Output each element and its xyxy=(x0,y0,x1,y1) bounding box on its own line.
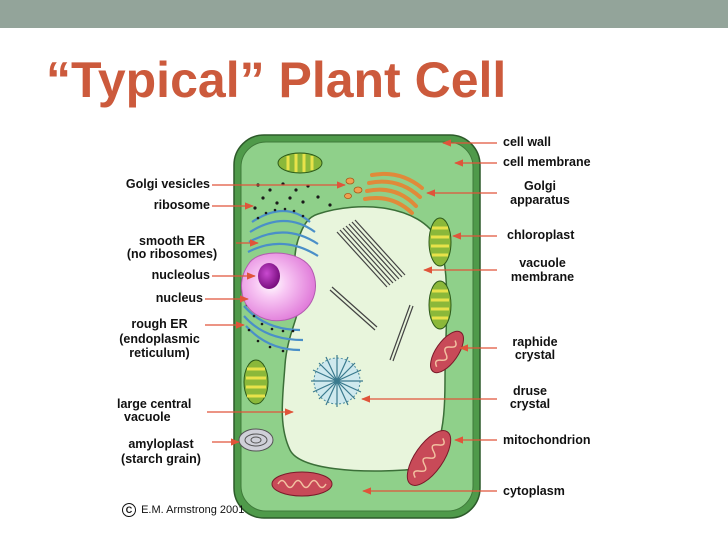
label-large-central-vacuole-2: vacuole xyxy=(124,410,171,424)
label-rough-er: rough ER xyxy=(131,317,188,331)
label-rough-er-note-1: (endoplasmic xyxy=(119,332,200,346)
label-vacuole-membrane-2: membrane xyxy=(510,270,575,284)
chloroplast xyxy=(428,280,452,330)
chloroplasts xyxy=(243,152,452,405)
mitochondrion xyxy=(406,430,452,486)
chloroplast xyxy=(428,217,452,267)
nucleus xyxy=(241,252,317,322)
rough-er-ribosomes xyxy=(245,207,305,353)
label-golgi-apparatus-2: apparatus xyxy=(510,193,570,207)
label-raphide-crystal: raphide xyxy=(512,335,558,349)
label-vacuole-membrane: vacuole xyxy=(519,256,566,270)
chloroplast xyxy=(243,359,269,405)
label-nucleus: nucleus xyxy=(155,291,203,305)
label-cell-membrane: cell membrane xyxy=(503,155,591,169)
golgi-apparatus xyxy=(363,171,424,215)
endoplasmic-reticulum xyxy=(243,210,319,352)
label-rough-er-note-2: reticulum) xyxy=(129,346,190,360)
label-chloroplast: chloroplast xyxy=(507,228,575,242)
label-amyloplast-note: (starch grain) xyxy=(121,452,201,466)
druse-crystal xyxy=(311,355,363,407)
label-cell-wall: cell wall xyxy=(503,135,551,149)
copyright-credit: C E.M. Armstrong 2001 xyxy=(122,503,244,517)
golgi-vesicles xyxy=(344,177,363,199)
label-cytoplasm: cytoplasm xyxy=(503,484,565,498)
mitochondria xyxy=(271,330,464,497)
label-golgi-vesicles: Golgi vesicles xyxy=(125,177,210,191)
slide-title: “Typical” Plant Cell xyxy=(46,52,507,108)
mitochondrion xyxy=(271,471,333,497)
label-druse-crystal-2: crystal xyxy=(509,397,551,411)
nucleolus xyxy=(258,263,280,289)
chloroplast xyxy=(277,152,323,174)
label-smooth-er-note: (no ribosomes) xyxy=(126,247,218,261)
label-amyloplast: amyloplast xyxy=(128,437,194,451)
label-raphide-crystal-2: crystal xyxy=(514,348,556,362)
raphide-crystals xyxy=(329,219,414,362)
label-druse-crystal: druse xyxy=(512,384,548,398)
label-smooth-er: smooth ER xyxy=(139,234,205,248)
credit-text: E.M. Armstrong 2001 xyxy=(141,504,245,516)
label-arrows xyxy=(205,139,497,495)
slide-top-bar xyxy=(0,0,728,28)
label-golgi-apparatus: Golgi xyxy=(524,179,556,193)
copyright-icon: C xyxy=(122,503,136,517)
label-mitochondrion: mitochondrion xyxy=(503,433,591,447)
amyloplast xyxy=(238,428,274,452)
label-nucleolus: nucleolus xyxy=(151,268,210,282)
label-ribosome: ribosome xyxy=(153,198,210,212)
mitochondrion xyxy=(430,330,464,374)
label-large-central-vacuole: large central xyxy=(117,397,192,411)
